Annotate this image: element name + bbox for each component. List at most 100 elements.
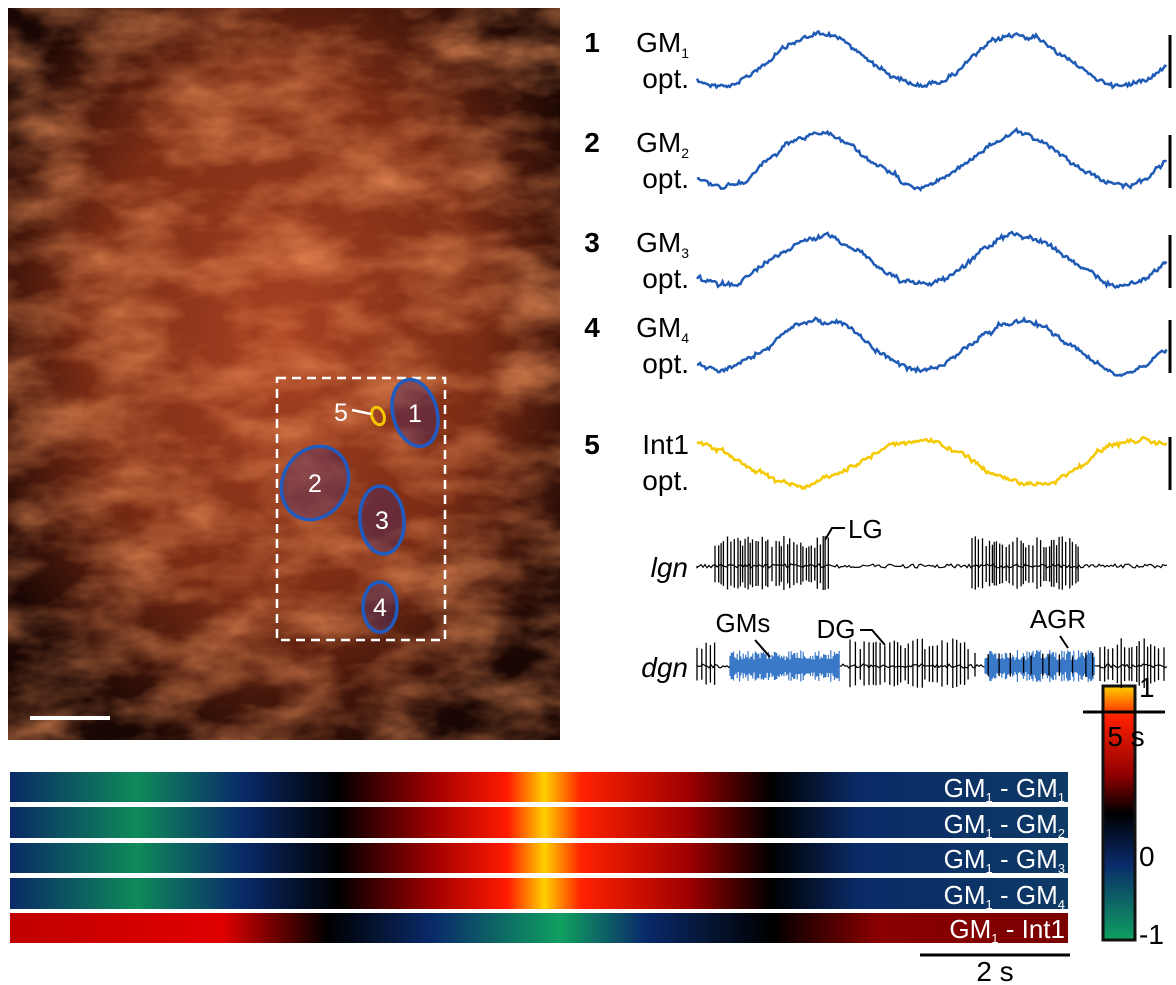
annotation: DG (817, 614, 856, 644)
trace-suffix: opt. (642, 163, 689, 194)
optical-trace (695, 29, 1167, 90)
row-label-b: GM (1016, 880, 1058, 910)
trace-suffix: opt. (642, 465, 689, 496)
row-label-sub: 1 (986, 861, 993, 876)
roi-label: 2 (308, 470, 322, 498)
nerve-spikes (696, 642, 716, 685)
trace-number: 5 (584, 429, 600, 460)
colorbar-tick-label: 0 (1139, 841, 1155, 872)
nerve-spikes (1099, 638, 1165, 689)
row-label: GM1 - GM2 (944, 809, 1065, 841)
annotation: LG (848, 514, 883, 544)
trace-name: GM2 (636, 127, 689, 161)
correlation-row (10, 878, 1068, 909)
nerve-baseline (696, 563, 1168, 569)
nerve-name: dgn (641, 652, 688, 683)
row-label-sub: 1 (1058, 790, 1065, 805)
roi-label: 1 (408, 400, 422, 428)
row-label-sub: 1 (991, 931, 998, 946)
annotation-leader (824, 527, 845, 541)
row-label-b: GM (1016, 773, 1058, 803)
nerve-name: lgn (651, 552, 688, 583)
row-label-sep: - (999, 914, 1022, 944)
trace-subscript: 4 (681, 330, 689, 346)
trace-number: 4 (584, 312, 600, 343)
row-label-sep: - (993, 844, 1016, 874)
annotation-leader (754, 639, 771, 658)
trace-number: 2 (584, 127, 600, 158)
row-label: GM1 - Int1 (949, 914, 1065, 946)
trace-name-text: GM (636, 312, 681, 343)
roi (279, 444, 351, 522)
annotation: AGR (1030, 604, 1086, 634)
row-label-sep: - (993, 773, 1016, 803)
row-label-a: GM (944, 773, 986, 803)
nerve-spikes (849, 638, 969, 689)
nerve-spikes (974, 652, 1094, 677)
row-label: GM1 - GM3 (944, 844, 1065, 876)
row-label-b: Int1 (1022, 914, 1065, 944)
colorbar (1101, 684, 1137, 942)
row-label-sep: - (993, 880, 1016, 910)
roi (358, 484, 406, 556)
row-label-a: GM (944, 880, 986, 910)
trace-name: GM3 (636, 227, 689, 261)
trace-subscript: 3 (681, 245, 689, 261)
nerve-units-gm (984, 650, 1095, 682)
roi (370, 405, 386, 427)
optical-trace (696, 230, 1168, 290)
correlation-row (10, 843, 1068, 873)
annotation-leader (860, 629, 886, 646)
correlation-row (10, 772, 1068, 802)
scale-label: 2 s (976, 956, 1013, 985)
row-label-sub: 4 (1058, 897, 1065, 912)
optical-trace (696, 126, 1167, 192)
trace-name-text: GM (636, 127, 681, 158)
annotation: GMs (716, 608, 771, 638)
roi-label: 4 (373, 594, 387, 622)
scale-label: 5 s (1107, 721, 1144, 752)
row-label-sub: 2 (1058, 826, 1065, 841)
row-label: GM1 - GM1 (944, 773, 1065, 805)
roi-label: 5 (334, 399, 348, 427)
correlation-row (10, 913, 1068, 943)
row-label-a: GM (944, 809, 986, 839)
colorbar-tick-label: 1 (1139, 672, 1155, 703)
trace-suffix: opt. (642, 263, 689, 294)
trace-subscript: 2 (681, 145, 689, 161)
trace-number: 3 (584, 227, 600, 258)
trace-name-text: Int1 (642, 429, 689, 460)
row-label: GM1 - GM4 (944, 880, 1065, 912)
correlation-row (10, 807, 1068, 838)
row-label-sub: 1 (986, 826, 993, 841)
row-label-b: GM (1016, 844, 1058, 874)
roi (361, 580, 399, 634)
trace-name: Int1 (642, 429, 689, 460)
colorbar-tick-label: -1 (1139, 919, 1164, 950)
micrograph-texture (8, 8, 560, 740)
trace-suffix: opt. (642, 348, 689, 379)
row-label-a: GM (944, 844, 986, 874)
trace-suffix: opt. (642, 63, 689, 94)
trace-subscript: 1 (681, 45, 689, 61)
roi (390, 377, 440, 449)
row-label-sub: 1 (986, 790, 993, 805)
roi-leader (351, 408, 372, 416)
trace-number: 1 (584, 27, 600, 58)
optical-trace (696, 435, 1168, 491)
optical-trace (696, 315, 1168, 378)
row-label-sub: 3 (1058, 861, 1065, 876)
nerve-spikes (971, 536, 1079, 590)
nerve-spikes (714, 536, 829, 590)
row-label-b: GM (1016, 809, 1058, 839)
annotation-leader (1059, 635, 1069, 649)
trace-name-text: GM (636, 227, 681, 258)
roi-label: 3 (375, 507, 389, 535)
row-label-a: GM (949, 914, 991, 944)
nerve-units-gm (729, 650, 840, 682)
row-label-sub: 1 (986, 897, 993, 912)
trace-name-text: GM (636, 27, 681, 58)
trace-name: GM1 (636, 27, 689, 61)
trace-name: GM4 (636, 312, 689, 346)
